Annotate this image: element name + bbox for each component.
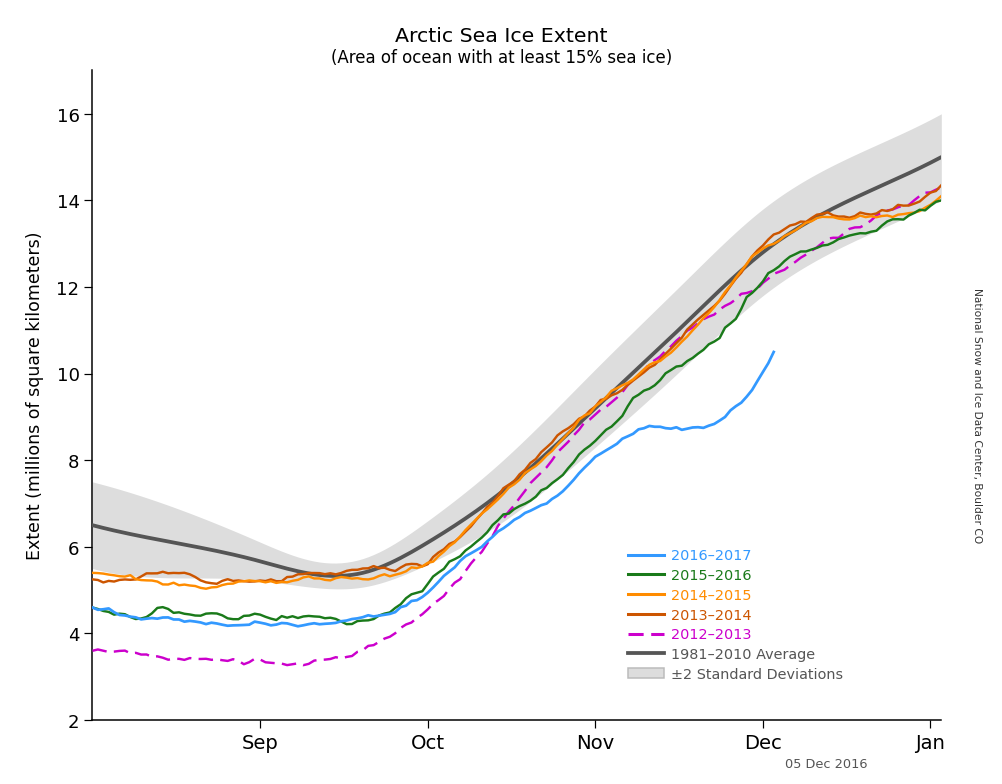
Legend: 2016–2017, 2015–2016, 2014–2015, 2013–2014, 2012–2013, 1981–2010 Average, ±2 Sta: 2016–2017, 2015–2016, 2014–2015, 2013–20… [622, 543, 849, 687]
Y-axis label: Extent (millions of square kilometers): Extent (millions of square kilometers) [26, 231, 44, 560]
Text: National Snow and Ice Data Center, Boulder CO: National Snow and Ice Data Center, Bould… [971, 288, 981, 543]
Text: (Area of ocean with at least 15% sea ice): (Area of ocean with at least 15% sea ice… [331, 49, 671, 67]
Text: 05 Dec 2016: 05 Dec 2016 [785, 757, 867, 770]
Text: Arctic Sea Ice Extent: Arctic Sea Ice Extent [395, 27, 607, 46]
